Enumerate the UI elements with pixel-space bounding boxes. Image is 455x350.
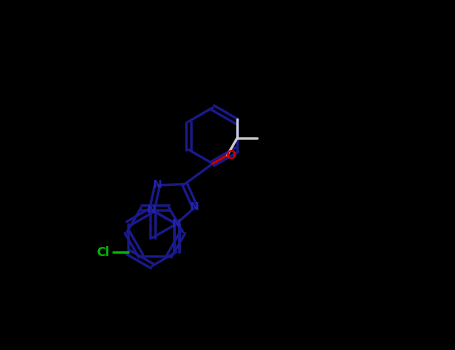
Text: N: N <box>172 219 181 229</box>
Text: Cl: Cl <box>97 245 110 259</box>
Text: N: N <box>190 202 200 212</box>
Text: N: N <box>147 205 157 215</box>
Text: N: N <box>152 180 162 190</box>
Text: O: O <box>225 149 236 162</box>
